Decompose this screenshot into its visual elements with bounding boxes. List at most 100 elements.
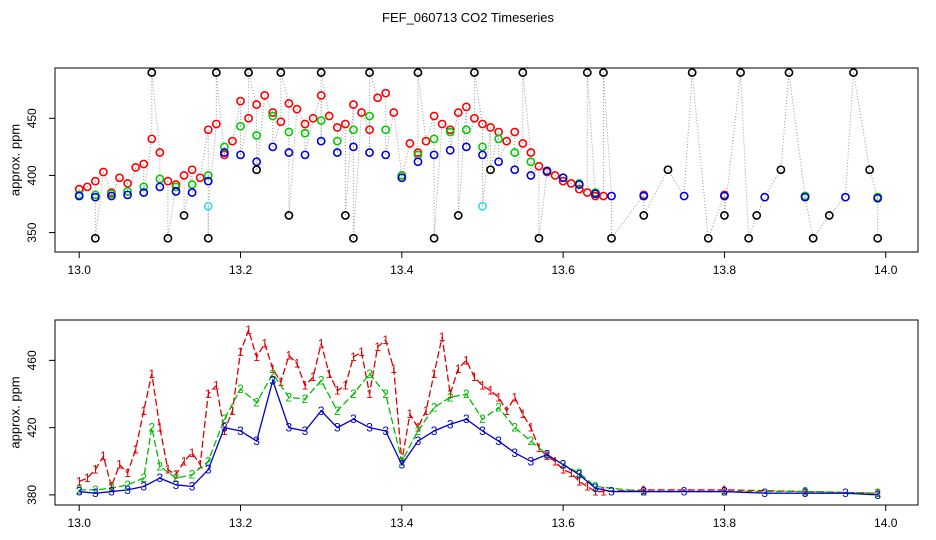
series-marker: 1: [544, 449, 551, 463]
series-marker: 3: [576, 468, 583, 482]
series-marker: 3: [108, 485, 115, 499]
series-marker: 3: [334, 421, 341, 435]
series-marker: 1: [318, 337, 325, 351]
data-point: [332, 148, 342, 157]
y-axis-label: approx. ppm: [7, 124, 22, 196]
data-point: [421, 136, 431, 146]
data-point: [300, 119, 310, 129]
series-marker: 2: [302, 392, 309, 406]
series-marker: 2: [92, 483, 99, 497]
series-marker: 1: [721, 483, 728, 497]
series-marker: 3: [415, 434, 422, 448]
series-marker: 2: [148, 421, 155, 435]
trace-segment: [336, 123, 346, 153]
series-marker: 1: [487, 384, 494, 398]
data-point: [518, 68, 528, 77]
data-point: [679, 191, 689, 201]
data-point: [300, 128, 310, 138]
data-point: [332, 123, 342, 132]
data-point: [228, 136, 237, 146]
trace-segment: [595, 193, 604, 197]
data-point: [453, 211, 463, 220]
data-point: [107, 191, 116, 201]
data-point: [268, 108, 278, 117]
data-point: [219, 148, 229, 157]
series-marker: 3: [592, 481, 599, 495]
trace-segment: [433, 123, 443, 239]
series-marker: 1: [229, 404, 236, 418]
series-marker: 1: [302, 379, 309, 393]
data-point: [268, 111, 278, 121]
data-point: [582, 68, 592, 77]
trace-segment: [256, 95, 266, 170]
trace-segment: [691, 72, 709, 239]
series-marker: 1: [511, 390, 518, 404]
series-marker: 2: [528, 434, 535, 448]
data-point: [574, 180, 584, 189]
series-marker: 2: [269, 367, 276, 381]
series-marker: 3: [842, 486, 849, 500]
trace-segment: [417, 72, 427, 142]
data-point: [340, 119, 350, 129]
trace-segment: [586, 72, 596, 197]
data-point: [211, 119, 221, 129]
series-marker: 3: [140, 480, 147, 494]
series-marker: 2: [140, 471, 147, 485]
series-marker: 1: [245, 323, 252, 337]
series-marker: 3: [366, 421, 373, 435]
series-marker: 2: [76, 483, 83, 497]
data-point: [510, 165, 520, 175]
series-marker: 1: [390, 362, 397, 376]
data-point: [429, 111, 439, 121]
data-point: [292, 104, 302, 114]
x-tick-label: 13.2: [229, 516, 253, 530]
series-marker: 2: [431, 400, 438, 414]
series-marker: 1: [286, 348, 293, 362]
trace-segment: [215, 72, 225, 155]
data-point: [550, 171, 560, 180]
data-point: [187, 188, 197, 197]
y-tick-label: 450: [25, 108, 39, 128]
data-point: [203, 171, 213, 180]
data-point: [784, 68, 794, 77]
data-point: [558, 173, 568, 183]
series-marker: 1: [124, 466, 131, 480]
trace-segment: [667, 169, 685, 197]
series-marker: 3: [318, 404, 325, 418]
data-point: [582, 188, 592, 197]
series-marker: 1: [132, 443, 139, 457]
x-tick-label: 14.0: [874, 516, 898, 530]
upper-panel: 13.0 13.2 13.4 13.6 13.8 14.0 350 400 450approx.…: [7, 67, 919, 277]
trace-segment: [288, 109, 298, 216]
data-point: [131, 163, 141, 172]
series-marker: 1: [358, 345, 365, 359]
trace-segment: [740, 72, 750, 239]
data-point: [236, 96, 245, 106]
series-marker: 1: [407, 407, 414, 421]
series-marker: 3: [382, 424, 389, 438]
trace-segment: [780, 72, 790, 170]
trace-segment: [538, 171, 548, 239]
data-point: [349, 100, 358, 109]
data-point: [260, 91, 270, 100]
data-point: [147, 68, 157, 77]
data-point: [841, 192, 850, 202]
data-point: [219, 142, 229, 152]
data-point: [365, 125, 374, 135]
data-point: [171, 182, 181, 192]
trace-segment: [312, 95, 322, 119]
data-point: [123, 187, 132, 196]
series-marker: 1: [374, 340, 381, 354]
data-point: [284, 211, 294, 220]
series-marker: 1: [519, 407, 526, 421]
data-point: [349, 142, 358, 152]
series-marker: 1: [108, 480, 115, 494]
data-point: [776, 165, 786, 175]
series-marker: 1: [802, 485, 809, 499]
x-tick-label: 13.4: [390, 263, 414, 277]
series-marker: 1: [640, 483, 647, 497]
series-marker: 3: [286, 421, 293, 435]
data-point: [445, 127, 455, 137]
data-point: [74, 191, 84, 201]
series-marker: 1: [213, 379, 220, 393]
